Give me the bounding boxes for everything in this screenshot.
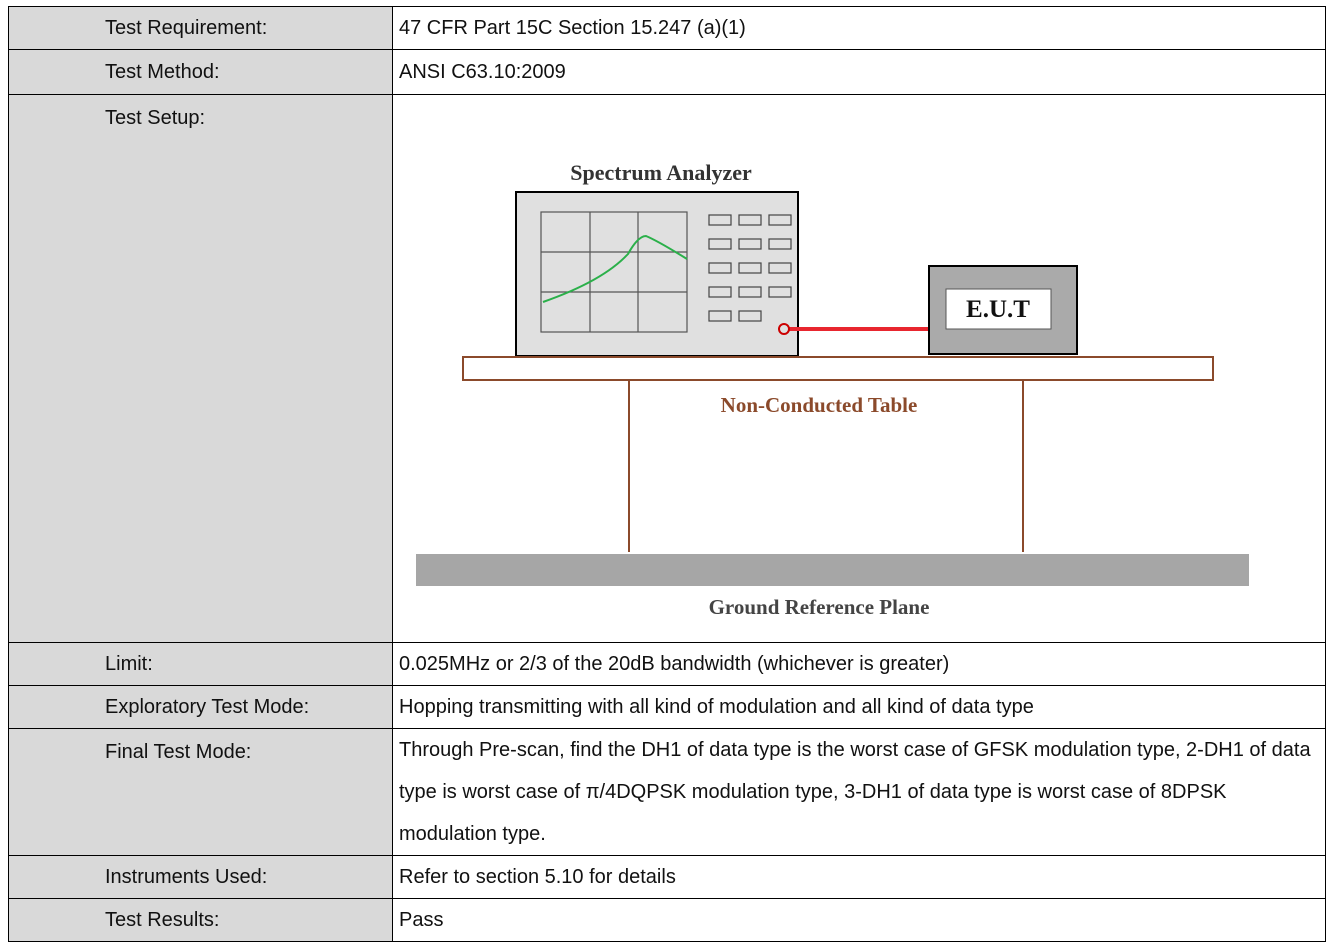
table-top bbox=[462, 355, 1214, 381]
screen bbox=[540, 210, 688, 333]
value: 0.025MHz or 2/3 of the 20dB bandwidth (w… bbox=[392, 642, 1326, 686]
value: Hopping transmitting with all kind of mo… bbox=[392, 685, 1326, 729]
value: Through Pre-scan, find the DH1 of data t… bbox=[392, 728, 1326, 856]
row: Instruments Used: Refer to section 5.10 f… bbox=[8, 855, 1326, 899]
table-label: Non-Conducted Table bbox=[721, 393, 918, 417]
setup-diagram: Spectrum Analyzer E.U.T Non-Conducted Ta… bbox=[416, 160, 1249, 619]
label: Test Method: bbox=[8, 49, 393, 95]
label: Test Results: bbox=[8, 898, 393, 942]
value: ANSI C63.10:2009 bbox=[392, 49, 1326, 95]
connector bbox=[778, 322, 790, 335]
analyzer-label: Spectrum Analyzer bbox=[570, 160, 752, 185]
ground-plane bbox=[416, 553, 1249, 586]
row: Limit: 0.025MHz or 2/3 of the 20dB bandwi… bbox=[8, 642, 1326, 686]
setup-cell: Spectrum Analyzer E.U.T Non-Conducted Ta… bbox=[392, 94, 1326, 643]
row: Test Results: Pass bbox=[8, 898, 1326, 942]
label: Exploratory Test Mode: bbox=[8, 685, 393, 729]
test-table: Test Requirement: 47 CFR Part 15C Section… bbox=[8, 6, 1326, 942]
row: Test Requirement: 47 CFR Part 15C Section… bbox=[8, 6, 1326, 50]
value: Pass bbox=[392, 898, 1326, 942]
label: Limit: bbox=[8, 642, 393, 686]
row: Test Method: ANSI C63.10:2009 bbox=[8, 49, 1326, 95]
trace bbox=[542, 234, 688, 303]
label: Test Setup: bbox=[8, 94, 393, 643]
label: Instruments Used: bbox=[8, 855, 393, 899]
buttons bbox=[708, 213, 792, 322]
eut-label-box bbox=[945, 288, 1052, 329]
eut-label: E.U.T bbox=[966, 296, 1030, 323]
ground-label: Ground Reference Plane bbox=[709, 595, 930, 619]
value: 47 CFR Part 15C Section 15.247 (a)(1) bbox=[392, 6, 1326, 50]
label: Final Test Mode: bbox=[8, 728, 393, 856]
value: Refer to section 5.10 for details bbox=[392, 855, 1326, 899]
row: Test Setup: Spectrum Analyzer E.U.T Non-… bbox=[8, 94, 1326, 643]
row: Exploratory Test Mode: Hopping transmitti… bbox=[8, 685, 1326, 729]
label: Test Requirement: bbox=[8, 6, 393, 50]
row: Final Test Mode: Through Pre-scan, find t… bbox=[8, 728, 1326, 856]
